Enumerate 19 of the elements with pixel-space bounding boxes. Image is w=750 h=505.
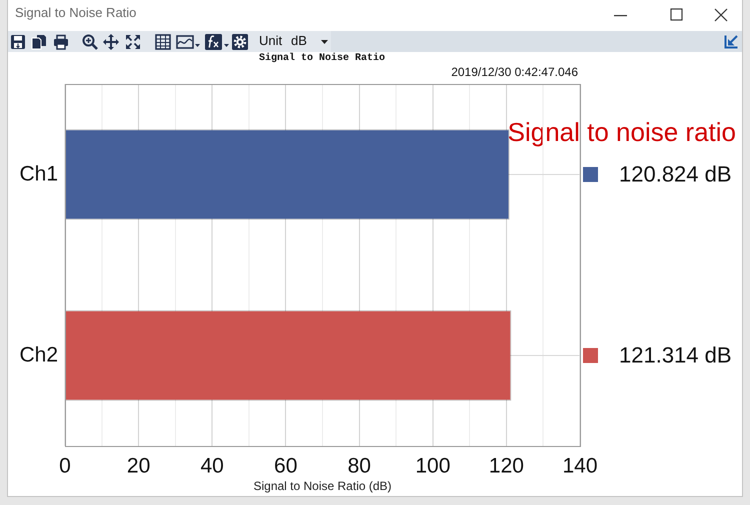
x-tick-label: 60: [274, 454, 298, 478]
x-tick-label: 100: [415, 454, 450, 478]
data-label: 120.824 dB: [619, 162, 732, 187]
x-axis-title: Signal to Noise Ratio (dB): [253, 479, 392, 494]
y-tick-label: Ch2: [19, 343, 58, 366]
text: Signal to Noise Ratio: [15, 5, 136, 21]
data-label: 121.314 dB: [619, 342, 732, 368]
text: dB: [291, 33, 307, 49]
x-tick-label: 20: [126, 454, 150, 478]
x-tick-label: 140: [562, 454, 598, 478]
annotation: Signal to noise ratio: [508, 117, 736, 148]
x-tick-label: 40: [200, 454, 224, 478]
x-tick-label: 80: [348, 454, 371, 478]
text: Unit: [259, 33, 282, 49]
x-tick-label: 120: [488, 454, 524, 478]
x-tick-label: 0: [59, 454, 71, 478]
y-tick-label: Ch1: [19, 162, 58, 186]
chart-title: Signal to Noise Ratio: [258, 53, 386, 65]
text: 2019/12/30 0:42:47.046: [451, 65, 578, 80]
